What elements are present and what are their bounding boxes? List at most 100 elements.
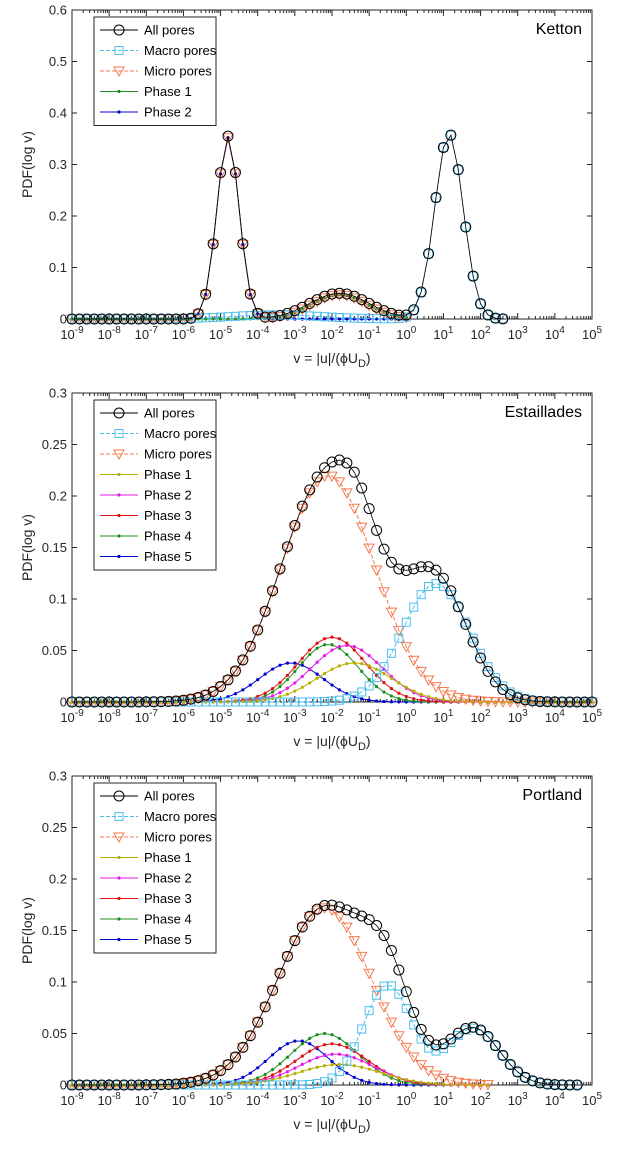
data-point (438, 581, 448, 591)
x-tick-label: 10-9 (60, 708, 84, 725)
data-point (278, 1062, 282, 1066)
data-point (460, 221, 472, 233)
data-point (348, 503, 361, 515)
data-point (367, 653, 371, 658)
data-point (218, 317, 223, 321)
data-point (259, 311, 271, 323)
data-point (445, 129, 457, 141)
data-point (461, 222, 471, 232)
legend-marker (114, 429, 124, 438)
x-tick-label: 101 (433, 325, 453, 342)
data-point (497, 313, 509, 325)
legend-box (93, 399, 217, 571)
data-point (311, 471, 323, 483)
data-point (360, 1078, 364, 1082)
data-point (163, 695, 175, 707)
data-point (431, 579, 441, 589)
x-tick-label: 10-5 (209, 1091, 233, 1108)
data-point (382, 690, 386, 694)
y-tick-label: 0.15 (42, 540, 67, 555)
data-point (371, 301, 383, 313)
data-point (519, 694, 531, 706)
data-point (270, 694, 275, 698)
data-point (389, 694, 394, 698)
data-point (238, 697, 248, 707)
data-point (281, 307, 293, 319)
data-point (290, 1080, 300, 1090)
data-point (326, 905, 338, 917)
data-point (303, 488, 316, 499)
data-point (460, 618, 472, 630)
x-tick-label: 10-7 (135, 325, 159, 342)
data-point (315, 1065, 319, 1069)
data-point (363, 914, 375, 926)
data-point (326, 288, 338, 300)
data-point (371, 524, 383, 536)
data-point (382, 671, 386, 676)
data-point (300, 661, 304, 665)
series-phase-2 (70, 136, 408, 321)
data-point (200, 1072, 212, 1084)
data-point (345, 1053, 349, 1058)
data-point (293, 1072, 297, 1076)
data-point (397, 691, 401, 695)
data-point (81, 1079, 93, 1091)
legend-label: Phase 1 (144, 850, 192, 865)
data-point (374, 1081, 379, 1086)
data-point (508, 700, 512, 704)
series-macro-pores (67, 130, 508, 324)
data-point (407, 655, 420, 667)
data-point (389, 687, 394, 691)
data-point (441, 698, 446, 702)
y-tick-label: 0.25 (42, 820, 67, 835)
chart-panel-2: 0 0.05 0.1 0.15 0.2 0.25 0.3 10-9 10-8 10-7 10-6 10… (19, 386, 602, 754)
data-point (199, 289, 212, 301)
data-point (478, 1083, 483, 1087)
data-point (270, 1077, 275, 1082)
legend-entry: Macro pores (100, 809, 217, 824)
legend-marker (113, 66, 125, 78)
data-point (229, 169, 242, 180)
x-tick-label: 10-8 (97, 708, 121, 725)
legend-entry: Phase 4 (100, 912, 192, 927)
series-macro-pores (67, 981, 582, 1090)
data-point (253, 697, 263, 707)
data-point (438, 142, 448, 152)
data-point (248, 1071, 252, 1075)
data-point (505, 1060, 515, 1070)
data-point (352, 1056, 356, 1060)
data-point (256, 694, 260, 699)
data-point (352, 1075, 356, 1079)
data-point (207, 238, 219, 250)
data-point (393, 626, 405, 637)
data-point (348, 290, 360, 302)
data-point (282, 697, 292, 707)
data-point (330, 1042, 334, 1046)
data-point (263, 691, 267, 695)
data-point (322, 1064, 327, 1068)
data-point (378, 930, 390, 942)
x-tick-label: 104 (545, 1091, 565, 1108)
data-point (300, 685, 304, 689)
data-point (446, 130, 456, 140)
data-point (419, 692, 423, 696)
data-point (305, 311, 315, 321)
data-point (238, 1080, 248, 1090)
data-point (356, 482, 368, 494)
data-point (357, 1024, 367, 1034)
data-point (88, 696, 100, 708)
x-tick-label: 10-2 (320, 325, 344, 342)
data-point (342, 313, 352, 323)
data-point (308, 1049, 312, 1053)
data-point (229, 666, 242, 678)
x-tick-label: 103 (508, 708, 528, 725)
legend-entry: Phase 2 (100, 105, 192, 120)
legend-label: Macro pores (144, 809, 217, 824)
data-point (315, 672, 319, 676)
legend-marker (113, 24, 125, 36)
data-point (263, 1059, 267, 1064)
data-point (289, 305, 301, 317)
data-point (348, 907, 360, 919)
data-point (497, 683, 509, 695)
